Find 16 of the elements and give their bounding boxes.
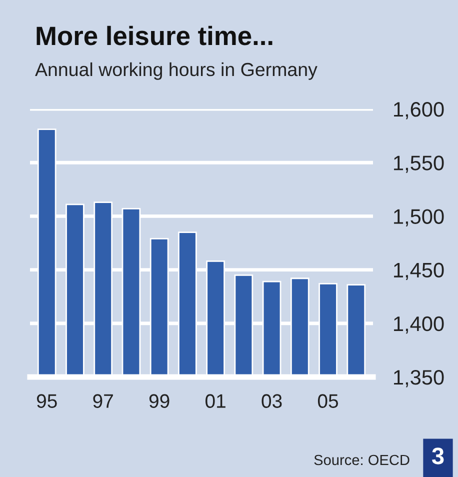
chart-title: More leisure time... xyxy=(36,26,272,46)
y-tick-label: 1,550 xyxy=(394,156,444,173)
text: 3 xyxy=(432,448,444,464)
x-tick-label: 97 xyxy=(93,394,113,408)
x-tick-label: 99 xyxy=(149,394,170,408)
y-tick-label: 1,350 xyxy=(394,370,444,388)
y-tick-label: 1,450 xyxy=(394,262,444,280)
x-tick-label: 03 xyxy=(262,394,282,408)
y-tick-label: 1,500 xyxy=(394,209,444,226)
x-tick-label: 01 xyxy=(206,394,226,408)
x-tick-label: 95 xyxy=(36,394,57,408)
y-tick-label: 1,600 xyxy=(394,102,444,120)
chart-subtitle: Annual working hours in Germany xyxy=(35,62,318,80)
source-note: Source: OECD xyxy=(314,454,410,466)
y-tick-label: 1,400 xyxy=(394,316,444,334)
x-tick-label: 05 xyxy=(318,394,338,408)
